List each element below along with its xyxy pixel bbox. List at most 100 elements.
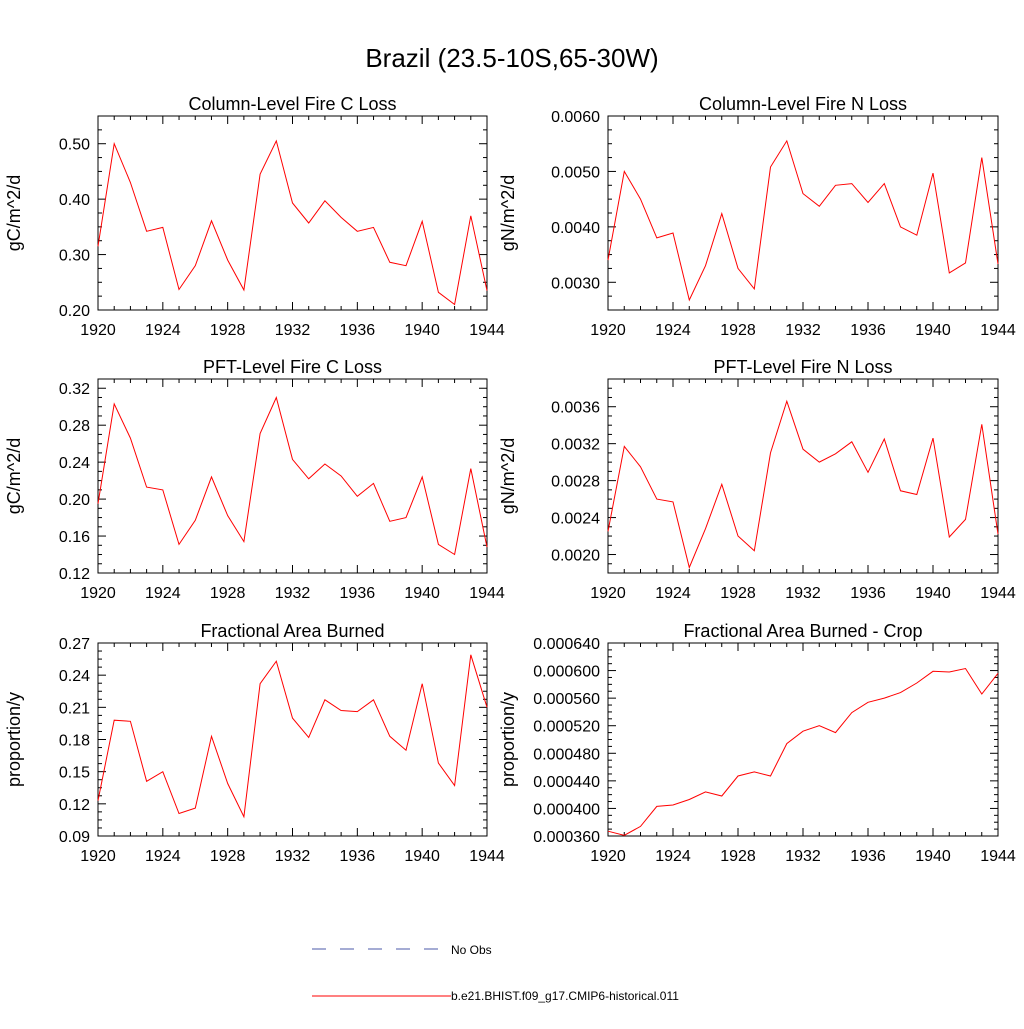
series-line	[607, 139, 999, 302]
y-tick-label: 0.50	[59, 137, 90, 154]
x-tick-label: 1940	[404, 848, 440, 865]
y-tick-label: 0.20	[59, 492, 90, 509]
y-tick-label: 0.000600	[533, 664, 600, 681]
x-tick-label: 1928	[210, 322, 246, 339]
x-tick-label: 1944	[980, 585, 1016, 602]
y-tick-label: 0.12	[59, 797, 90, 814]
chart-panel-5: Fractional Area Burned proportion/y 1920 19…	[4, 621, 505, 865]
plot-frame	[97, 378, 488, 574]
y-tick-label: 0.0060	[551, 109, 600, 126]
chart-panel-3: PFT-Level Fire C Loss gC/m^2/d 1920 1924 192…	[4, 357, 505, 602]
x-tick-label: 1932	[785, 585, 821, 602]
x-tick-label: 1940	[404, 322, 440, 339]
y-tick-label: 0.21	[59, 700, 90, 717]
x-tick-label: 1932	[275, 322, 311, 339]
y-tick-label: 0.40	[59, 192, 90, 209]
chart-title: PFT-Level Fire C Loss	[203, 357, 382, 377]
y-axis-label: proportion/y	[498, 692, 518, 787]
x-tick-label: 1932	[275, 585, 311, 602]
y-tick-label: 0.000360	[533, 829, 600, 846]
y-axis-label: gC/m^2/d	[4, 175, 24, 251]
y-tick-label: 0.0032	[551, 437, 600, 454]
y-tick-label: 0.16	[59, 529, 90, 546]
y-tick-label: 0.0028	[551, 474, 600, 491]
y-tick-label: 0.0050	[551, 164, 600, 181]
y-tick-label: 0.32	[59, 381, 90, 398]
chart-title: Column-Level Fire N Loss	[699, 94, 907, 114]
x-tick-label: 1936	[850, 322, 886, 339]
x-tick-label: 1924	[655, 848, 691, 865]
y-tick-label: 0.28	[59, 418, 90, 435]
chart-panels: Column-Level Fire C Loss gC/m^2/d 1920 1924…	[4, 94, 1016, 865]
y-tick-label: 0.24	[59, 455, 90, 472]
chart-title: Column-Level Fire C Loss	[188, 94, 396, 114]
x-tick-label: 1944	[980, 848, 1016, 865]
x-tick-label: 1932	[275, 848, 311, 865]
x-tick-label: 1920	[80, 848, 116, 865]
x-tick-label: 1944	[469, 585, 505, 602]
plot-frame	[97, 115, 488, 311]
x-tick-label: 1920	[80, 585, 116, 602]
y-tick-label: 0.0020	[551, 548, 600, 565]
x-tick-label: 1936	[850, 585, 886, 602]
y-tick-label: 0.0024	[551, 511, 600, 528]
x-tick-label: 1928	[210, 848, 246, 865]
y-tick-label: 0.000640	[533, 636, 600, 653]
legend: No Obs b.e21.BHIST.f09_g17.CMIP6-histori…	[312, 943, 679, 1003]
x-tick-label: 1940	[915, 848, 951, 865]
x-tick-label: 1924	[655, 322, 691, 339]
chart-panel-1: Column-Level Fire C Loss gC/m^2/d 1920 1924…	[4, 94, 505, 339]
y-tick-label: 0.09	[59, 829, 90, 846]
chart-title: Fractional Area Burned - Crop	[683, 621, 922, 641]
y-tick-label: 0.0036	[551, 400, 600, 417]
x-tick-label: 1940	[915, 322, 951, 339]
x-tick-label: 1924	[145, 322, 181, 339]
y-axis-label: gN/m^2/d	[498, 175, 518, 251]
y-tick-label: 0.27	[59, 636, 90, 653]
y-tick-label: 0.0030	[551, 275, 600, 292]
series-line	[607, 667, 999, 836]
legend-obs-label: No Obs	[451, 943, 492, 957]
x-tick-label: 1936	[340, 848, 376, 865]
y-tick-label: 0.12	[59, 566, 90, 583]
y-axis-label: proportion/y	[4, 692, 24, 787]
series-line	[97, 139, 488, 306]
series-line	[97, 396, 488, 556]
y-tick-label: 0.0040	[551, 220, 600, 237]
chart-panel-4: PFT-Level Fire N Loss gN/m^2/d 1920 1924 192…	[498, 357, 1016, 602]
x-tick-label: 1920	[590, 585, 626, 602]
x-tick-label: 1920	[590, 322, 626, 339]
x-tick-label: 1936	[340, 322, 376, 339]
x-tick-label: 1944	[469, 322, 505, 339]
page-title: Brazil (23.5-10S,65-30W)	[365, 43, 658, 73]
x-tick-label: 1928	[720, 322, 756, 339]
y-axis-label: gC/m^2/d	[4, 438, 24, 514]
x-tick-label: 1920	[590, 848, 626, 865]
x-tick-label: 1932	[785, 848, 821, 865]
x-tick-label: 1928	[720, 848, 756, 865]
x-tick-label: 1920	[80, 322, 116, 339]
x-tick-label: 1928	[720, 585, 756, 602]
x-tick-label: 1944	[980, 322, 1016, 339]
y-tick-label: 0.15	[59, 765, 90, 782]
x-tick-label: 1940	[404, 585, 440, 602]
y-tick-label: 0.000520	[533, 719, 600, 736]
chart-title: PFT-Level Fire N Loss	[713, 357, 892, 377]
plot-frame	[97, 642, 488, 837]
y-tick-label: 0.18	[59, 733, 90, 750]
series-line	[97, 654, 488, 819]
legend-model-label: b.e21.BHIST.f09_g17.CMIP6-historical.011	[451, 989, 679, 1003]
x-tick-label: 1932	[785, 322, 821, 339]
y-tick-label: 0.000480	[533, 746, 600, 763]
x-tick-label: 1924	[655, 585, 691, 602]
y-tick-label: 0.000440	[533, 774, 600, 791]
y-tick-label: 0.30	[59, 248, 90, 265]
chart-panel-2: Column-Level Fire N Loss gN/m^2/d 1920 1924…	[498, 94, 1016, 339]
x-tick-label: 1936	[850, 848, 886, 865]
chart-title: Fractional Area Burned	[200, 621, 384, 641]
y-tick-label: 0.000560	[533, 691, 600, 708]
x-tick-label: 1936	[340, 585, 376, 602]
chart-panel-6: Fractional Area Burned - Crop proportion/…	[498, 621, 1016, 865]
